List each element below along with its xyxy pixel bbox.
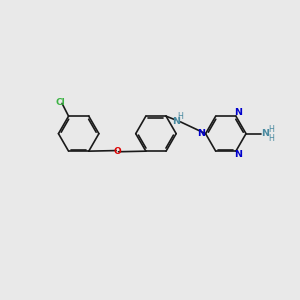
Text: N: N (234, 108, 242, 117)
Text: O: O (113, 147, 121, 156)
Text: N: N (197, 129, 206, 138)
Text: N: N (261, 129, 269, 138)
Text: H: H (268, 125, 274, 134)
Text: N: N (172, 117, 180, 126)
Text: H: H (268, 134, 274, 142)
Text: H: H (177, 112, 183, 121)
Text: Cl: Cl (56, 98, 65, 107)
Text: N: N (234, 150, 242, 159)
